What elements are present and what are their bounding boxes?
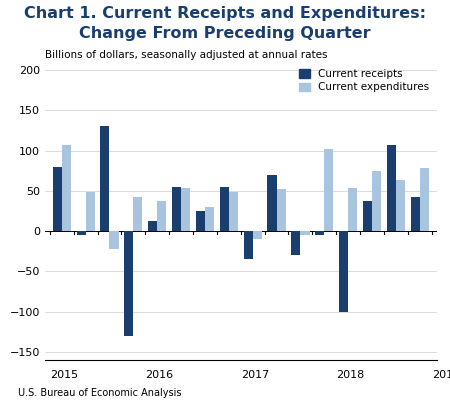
- Text: Change From Preceding Quarter: Change From Preceding Quarter: [79, 26, 371, 41]
- Bar: [157, 201, 166, 231]
- Text: Billions of dollars, seasonally adjusted at annual rates: Billions of dollars, seasonally adjusted…: [45, 50, 328, 60]
- Bar: [181, 188, 190, 231]
- Text: 2015: 2015: [50, 370, 78, 380]
- Bar: [387, 145, 396, 231]
- Bar: [348, 188, 357, 231]
- Bar: [411, 197, 420, 231]
- Bar: [124, 231, 133, 336]
- Text: 2018: 2018: [336, 370, 364, 380]
- Bar: [396, 180, 405, 231]
- Bar: [148, 222, 157, 231]
- Bar: [253, 231, 262, 239]
- Bar: [324, 149, 333, 231]
- Bar: [267, 175, 277, 231]
- Bar: [133, 196, 142, 231]
- Bar: [205, 207, 214, 231]
- Bar: [172, 187, 181, 231]
- Bar: [220, 187, 229, 231]
- Bar: [339, 231, 348, 312]
- Text: 2017: 2017: [241, 370, 269, 380]
- Bar: [372, 171, 381, 231]
- Text: 2016: 2016: [145, 370, 173, 380]
- Bar: [291, 231, 301, 255]
- Bar: [420, 168, 429, 231]
- Bar: [277, 189, 286, 231]
- Bar: [301, 231, 310, 235]
- Bar: [62, 145, 71, 231]
- Bar: [243, 231, 253, 259]
- Bar: [363, 200, 372, 231]
- Bar: [315, 231, 324, 235]
- Text: U.S. Bureau of Economic Analysis: U.S. Bureau of Economic Analysis: [18, 388, 181, 398]
- Bar: [100, 126, 109, 231]
- Bar: [53, 167, 62, 231]
- Text: Chart 1. Current Receipts and Expenditures:: Chart 1. Current Receipts and Expenditur…: [24, 6, 426, 21]
- Legend: Current receipts, Current expenditures: Current receipts, Current expenditures: [297, 67, 431, 94]
- Text: 2019: 2019: [432, 370, 450, 380]
- Bar: [76, 231, 86, 235]
- Bar: [86, 192, 94, 231]
- Bar: [229, 192, 238, 231]
- Bar: [109, 231, 118, 249]
- Bar: [196, 211, 205, 231]
